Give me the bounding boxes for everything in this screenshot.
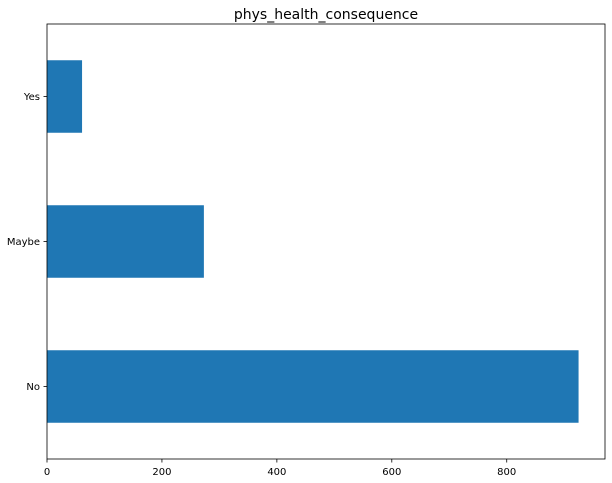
y-tick-label: Maybe bbox=[7, 237, 40, 248]
plot-frame bbox=[46, 23, 606, 460]
x-tick-label: 400 bbox=[267, 467, 286, 478]
bar-yes bbox=[47, 60, 83, 133]
x-tick-label: 0 bbox=[44, 467, 50, 478]
chart-title: phys_health_consequence bbox=[234, 7, 418, 23]
bar-maybe bbox=[47, 205, 204, 278]
y-tick-label: Yes bbox=[23, 92, 40, 103]
x-tick-label: 600 bbox=[382, 467, 401, 478]
bar-no bbox=[47, 350, 579, 423]
y-tick-label: No bbox=[26, 382, 40, 393]
x-tick-label: 200 bbox=[152, 467, 171, 478]
x-tick-label: 800 bbox=[497, 467, 516, 478]
